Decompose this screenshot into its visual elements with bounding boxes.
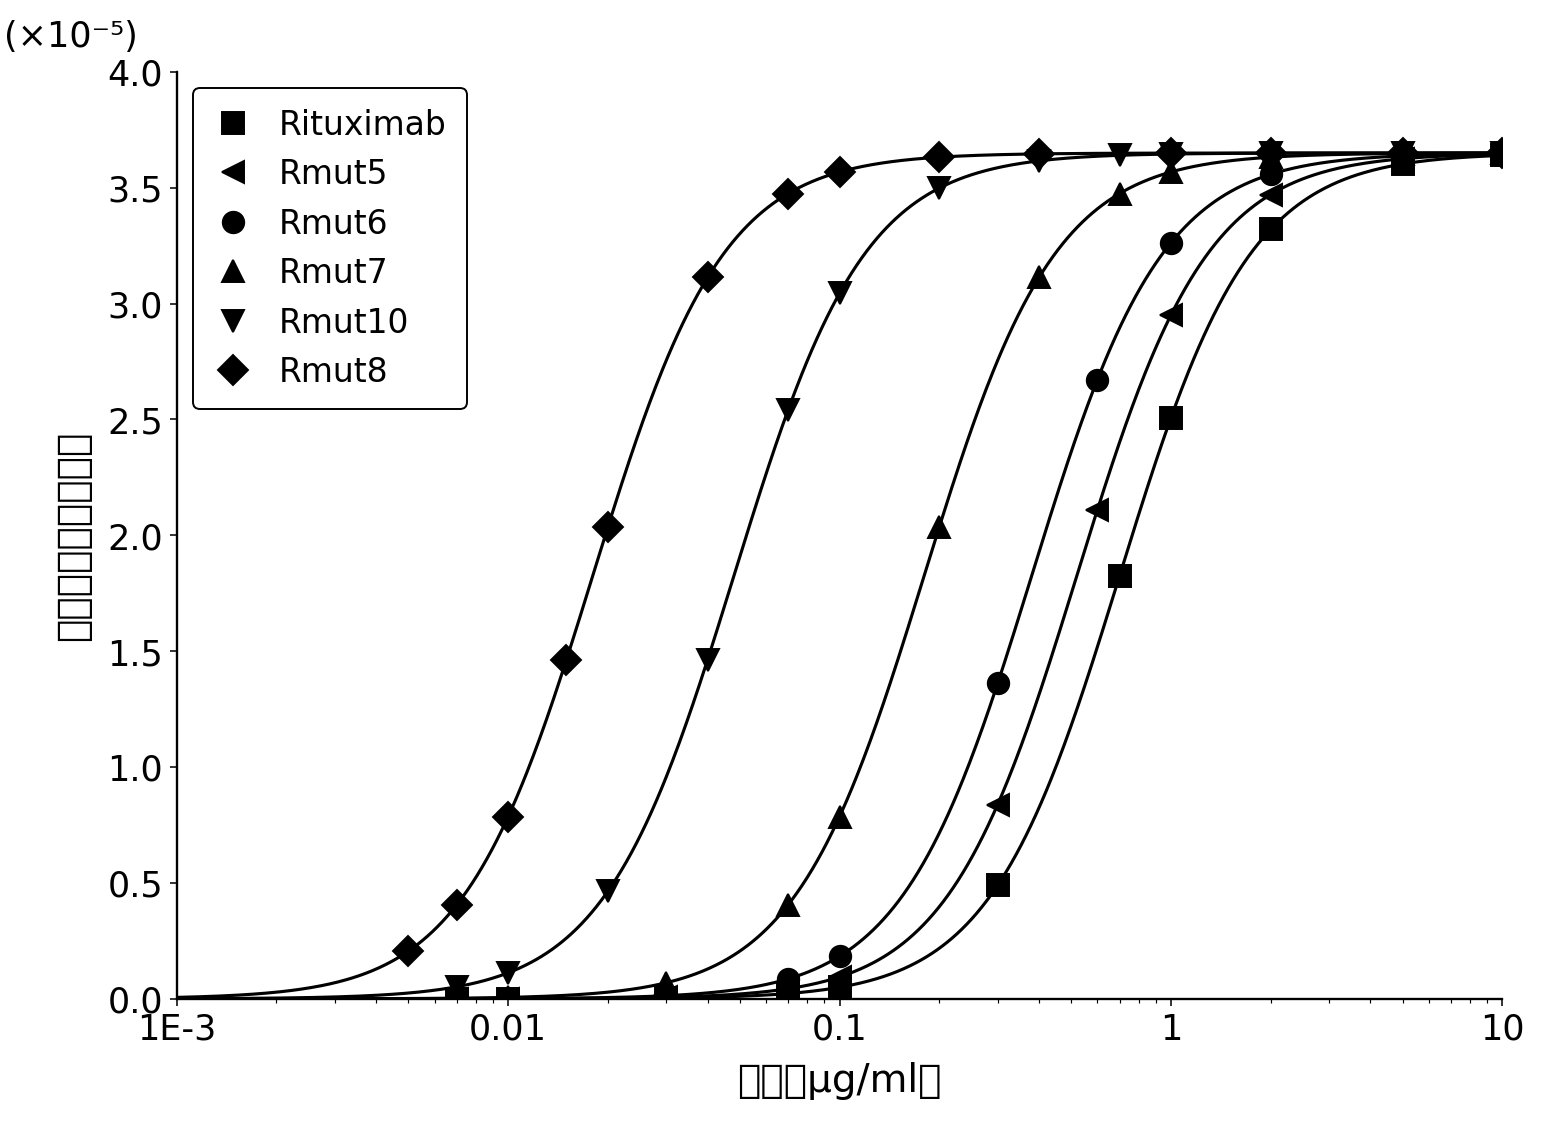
Rmut6 (779, 972, 797, 985)
Line: Rmut8: Rmut8 (397, 142, 1513, 962)
Rmut10 (930, 182, 949, 195)
Rmut10 (448, 980, 467, 993)
Rmut8 (1492, 147, 1511, 160)
Rmut8 (779, 187, 797, 201)
Rmut7 (1162, 166, 1180, 179)
Rmut7 (1492, 147, 1511, 160)
Rmut7 (1109, 187, 1128, 201)
Rmut6 (1492, 147, 1511, 160)
Rmut8 (930, 151, 949, 165)
Rmut8 (499, 810, 518, 824)
X-axis label: 浓度（μg/ml）: 浓度（μg/ml） (737, 1062, 941, 1100)
Rmut8 (1162, 147, 1180, 160)
Rmut8 (1392, 147, 1411, 160)
Rmut10 (1109, 149, 1128, 163)
Rmut6 (1392, 149, 1411, 163)
Rituximab (1261, 223, 1279, 237)
Rmut8 (598, 520, 616, 534)
Rmut6 (987, 677, 1006, 691)
Rmut6 (499, 992, 518, 1006)
Rmut7 (499, 991, 518, 1004)
Rmut10 (779, 404, 797, 417)
Rmut6 (657, 989, 675, 1002)
Rmut5 (1088, 503, 1106, 517)
Rmut10 (499, 966, 518, 980)
Rmut10 (598, 884, 616, 898)
Legend: Rituximab, Rmut5, Rmut6, Rmut7, Rmut10, Rmut8: Rituximab, Rmut5, Rmut6, Rmut7, Rmut10, … (193, 89, 467, 409)
Rmut7 (1392, 147, 1411, 160)
Rmut5 (657, 991, 675, 1004)
Rmut10 (1392, 147, 1411, 160)
Line: Rmut5: Rmut5 (447, 143, 1513, 1010)
Rmut5 (1261, 188, 1279, 202)
Rituximab (657, 991, 675, 1004)
Rmut7 (448, 991, 467, 1004)
Rmut7 (779, 898, 797, 911)
Rituximab (830, 981, 848, 994)
Rmut5 (1492, 148, 1511, 161)
Rmut7 (1261, 151, 1279, 165)
Rituximab (779, 986, 797, 1000)
Rmut8 (1261, 147, 1279, 160)
Rituximab (499, 992, 518, 1006)
Rmut8 (399, 945, 417, 958)
Rmut6 (1088, 373, 1106, 387)
Rmut5 (987, 798, 1006, 812)
Rmut10 (698, 654, 717, 667)
Rmut7 (1029, 271, 1048, 285)
Rmut7 (830, 810, 848, 824)
Rmut5 (779, 982, 797, 995)
Rmut7 (657, 976, 675, 990)
Rmut8 (1029, 148, 1048, 161)
Rmut6 (448, 992, 467, 1006)
Rmut5 (499, 992, 518, 1006)
Rmut10 (1261, 147, 1279, 160)
Rituximab (1109, 569, 1128, 583)
Text: (×10⁻⁵): (×10⁻⁵) (5, 20, 138, 54)
Rmut10 (830, 287, 848, 300)
Line: Rmut6: Rmut6 (447, 143, 1513, 1009)
Line: Rmut10: Rmut10 (447, 142, 1513, 998)
Rituximab (987, 879, 1006, 892)
Rmut10 (1162, 148, 1180, 161)
Rituximab (1492, 149, 1511, 163)
Rmut6 (1261, 168, 1279, 182)
Rmut5 (448, 992, 467, 1006)
Rmut8 (698, 271, 717, 285)
Rmut8 (448, 898, 467, 911)
Rmut8 (830, 166, 848, 179)
Y-axis label: 平均细胞结合分子数: 平均细胞结合分子数 (54, 430, 91, 641)
Rmut8 (558, 654, 576, 667)
Rmut10 (1029, 155, 1048, 168)
Rmut5 (830, 971, 848, 984)
Rmut6 (830, 949, 848, 963)
Rmut10 (1492, 147, 1511, 160)
Line: Rmut7: Rmut7 (447, 142, 1513, 1009)
Rituximab (1392, 158, 1411, 172)
Rituximab (1162, 411, 1180, 425)
Rmut5 (1392, 152, 1411, 166)
Rmut5 (1162, 308, 1180, 322)
Rituximab (448, 992, 467, 1006)
Rmut6 (1162, 237, 1180, 250)
Line: Rituximab: Rituximab (447, 145, 1513, 1010)
Rmut7 (930, 520, 949, 534)
